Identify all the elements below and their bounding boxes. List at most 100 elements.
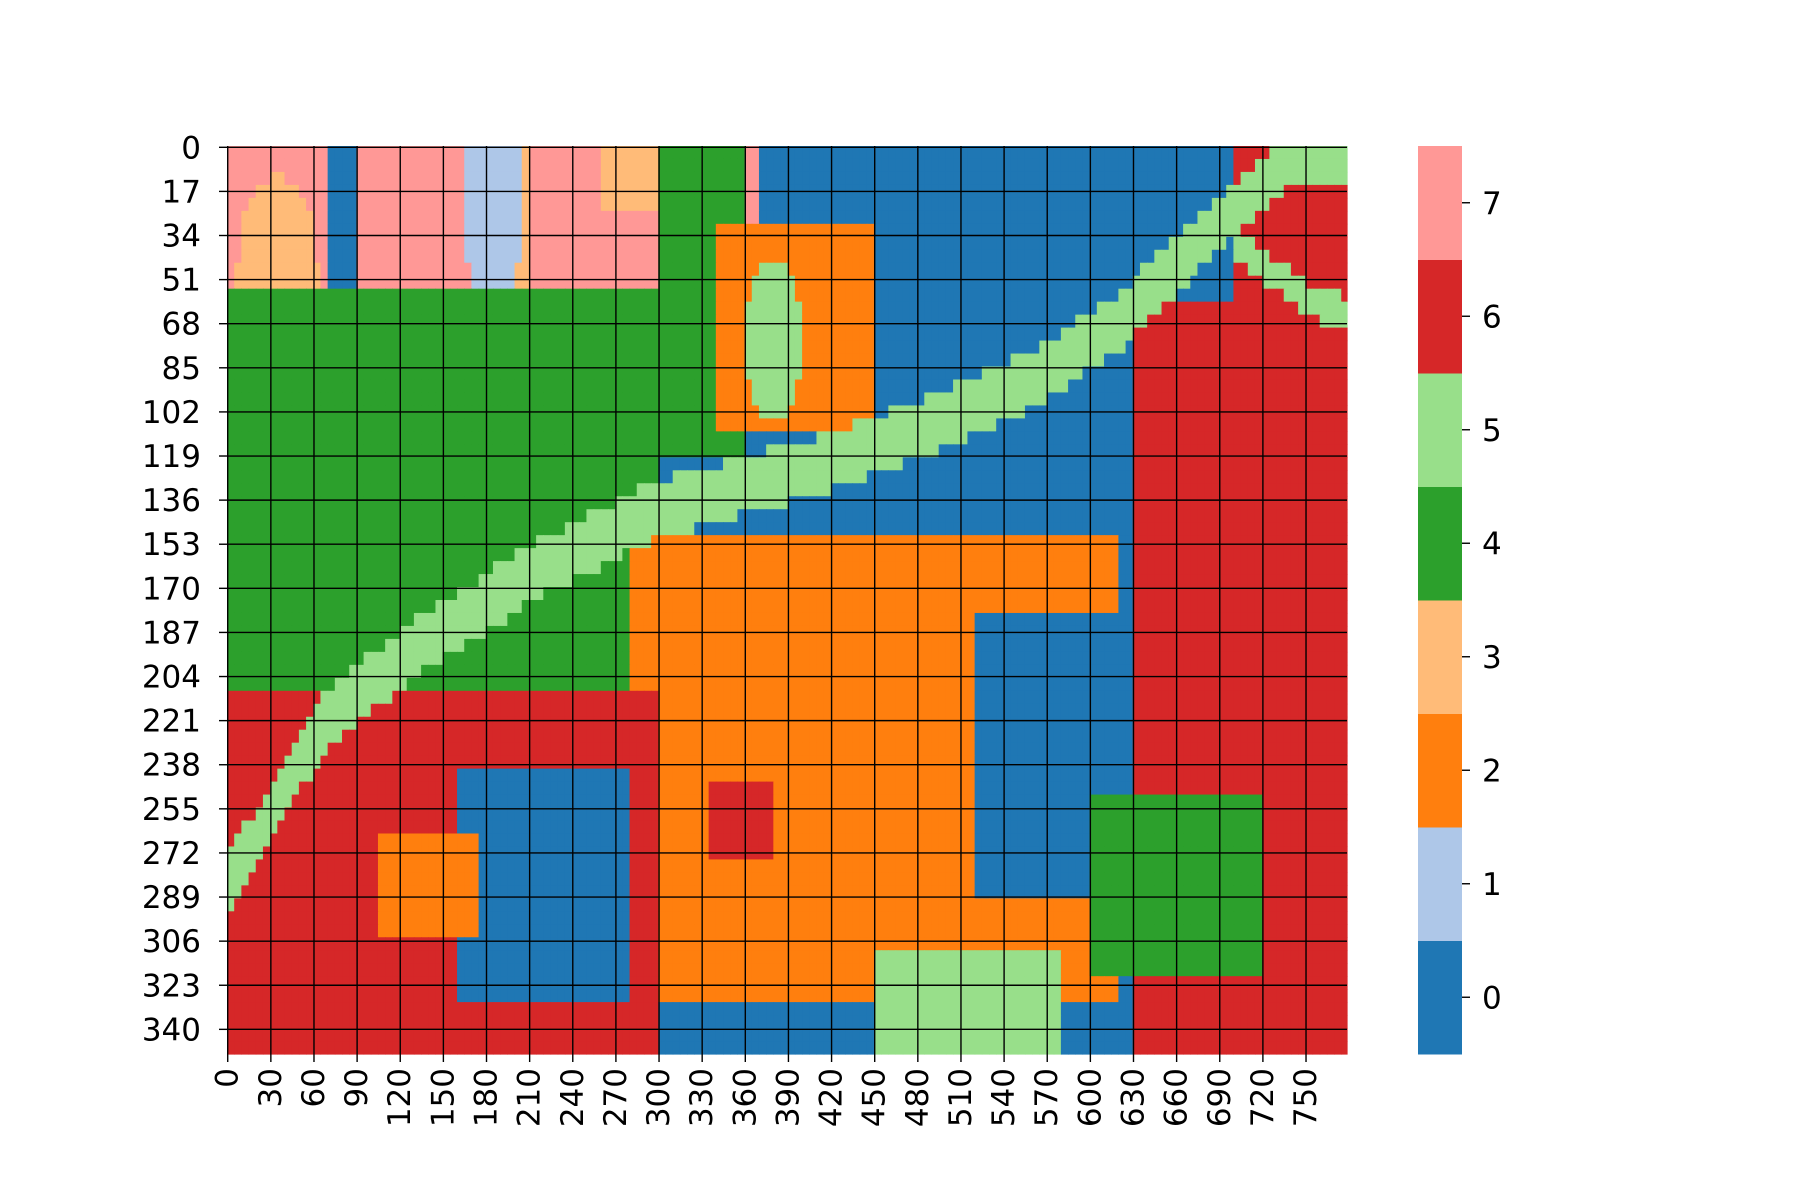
heatmap-cell bbox=[564, 171, 573, 186]
heatmap-cell bbox=[385, 496, 393, 510]
heatmap-cell bbox=[1341, 210, 1348, 225]
heatmap-cell bbox=[924, 327, 933, 342]
heatmap-cell bbox=[1147, 535, 1155, 549]
heatmap-cell bbox=[572, 262, 580, 277]
heatmap-cell bbox=[845, 522, 854, 536]
heatmap-cell bbox=[787, 275, 796, 290]
heatmap-cell bbox=[1132, 522, 1141, 536]
heatmap-cell bbox=[1254, 262, 1263, 277]
heatmap-cell bbox=[1183, 146, 1191, 160]
heatmap-cell bbox=[1254, 418, 1263, 432]
heatmap-cell bbox=[1096, 379, 1105, 394]
heatmap-cell bbox=[1197, 431, 1206, 445]
heatmap-cell bbox=[306, 431, 314, 445]
heatmap-cell bbox=[1269, 210, 1278, 225]
heatmap-cell bbox=[1104, 223, 1112, 238]
heatmap-cell bbox=[327, 275, 336, 290]
heatmap-cell bbox=[399, 353, 408, 368]
heatmap-cell bbox=[564, 158, 573, 173]
heatmap-cell bbox=[370, 223, 379, 238]
heatmap-cell bbox=[557, 197, 566, 212]
heatmap-cell bbox=[399, 392, 408, 407]
heatmap-cell bbox=[550, 522, 559, 536]
heatmap-cell bbox=[449, 522, 458, 536]
heatmap-cell bbox=[615, 327, 623, 342]
heatmap-cell bbox=[234, 548, 242, 562]
heatmap-cell bbox=[1183, 496, 1191, 510]
heatmap-cell bbox=[385, 236, 393, 251]
heatmap-cell bbox=[564, 522, 573, 536]
heatmap-cell bbox=[557, 496, 566, 510]
heatmap-cell bbox=[1046, 431, 1055, 445]
heatmap-cell bbox=[1046, 223, 1055, 238]
heatmap-cell bbox=[665, 249, 674, 264]
heatmap-cell bbox=[859, 431, 868, 445]
heatmap-cell bbox=[881, 418, 889, 432]
heatmap-cell bbox=[608, 340, 616, 355]
heatmap-cell bbox=[1068, 509, 1076, 523]
heatmap-cell bbox=[1233, 470, 1242, 484]
heatmap-cell bbox=[672, 457, 681, 471]
heatmap-cell bbox=[622, 470, 631, 484]
heatmap-cell bbox=[1190, 197, 1199, 212]
heatmap-cell bbox=[1233, 288, 1242, 303]
heatmap-cell bbox=[996, 483, 1004, 497]
heatmap-cell bbox=[672, 379, 681, 394]
heatmap-cell bbox=[859, 379, 868, 394]
heatmap-cell bbox=[370, 379, 379, 394]
heatmap-cell bbox=[1003, 496, 1012, 510]
heatmap-cell bbox=[773, 301, 782, 316]
heatmap-cell bbox=[564, 197, 573, 212]
heatmap-cell bbox=[809, 249, 818, 264]
heatmap-cell bbox=[852, 327, 861, 342]
heatmap-cell bbox=[1068, 366, 1076, 381]
heatmap-cell bbox=[888, 236, 897, 251]
heatmap-cell bbox=[694, 158, 703, 173]
heatmap-cell bbox=[859, 496, 868, 510]
heatmap-cell bbox=[780, 314, 789, 329]
heatmap-cell bbox=[1154, 366, 1163, 381]
heatmap-cell bbox=[298, 223, 307, 238]
heatmap-cell bbox=[564, 223, 573, 238]
heatmap-cell bbox=[406, 457, 415, 471]
heatmap-cell bbox=[421, 223, 429, 238]
heatmap-cell bbox=[428, 210, 437, 225]
heatmap-cell bbox=[902, 223, 911, 238]
heatmap-cell bbox=[723, 509, 731, 523]
heatmap-cell bbox=[485, 483, 494, 497]
heatmap-cell bbox=[1096, 548, 1105, 562]
heatmap-cell bbox=[327, 171, 336, 186]
heatmap-cell bbox=[873, 509, 882, 523]
heatmap-cell bbox=[953, 548, 961, 562]
heatmap-cell bbox=[1319, 327, 1328, 342]
heatmap-cell bbox=[1139, 353, 1148, 368]
heatmap-cell bbox=[866, 522, 875, 536]
heatmap-cell bbox=[1269, 327, 1278, 342]
heatmap-cell bbox=[536, 236, 544, 251]
heatmap-cell bbox=[579, 353, 588, 368]
heatmap-cell bbox=[262, 158, 271, 173]
heatmap-cell bbox=[989, 457, 997, 471]
heatmap-cell bbox=[1118, 223, 1127, 238]
heatmap-cell bbox=[1326, 509, 1335, 523]
heatmap-cell bbox=[1003, 197, 1012, 212]
heatmap-cell bbox=[543, 327, 552, 342]
heatmap-cell bbox=[1319, 457, 1328, 471]
heatmap-cell bbox=[996, 431, 1004, 445]
heatmap-cell bbox=[356, 197, 365, 212]
heatmap-cell bbox=[694, 353, 703, 368]
heatmap-cell bbox=[895, 535, 904, 549]
heatmap-cell bbox=[608, 146, 616, 160]
heatmap-cell bbox=[873, 146, 882, 160]
heatmap-cell bbox=[989, 262, 997, 277]
heatmap-cell bbox=[291, 535, 300, 549]
heatmap-cell bbox=[1183, 340, 1191, 355]
heatmap-cell bbox=[457, 522, 465, 536]
heatmap-cell bbox=[651, 327, 659, 342]
heatmap-cell bbox=[1305, 146, 1314, 160]
heatmap-cell bbox=[1211, 418, 1220, 432]
heatmap-cell bbox=[1168, 535, 1177, 549]
heatmap-cell bbox=[1039, 171, 1048, 186]
heatmap-cell bbox=[1334, 210, 1342, 225]
heatmap-cell bbox=[881, 444, 889, 458]
